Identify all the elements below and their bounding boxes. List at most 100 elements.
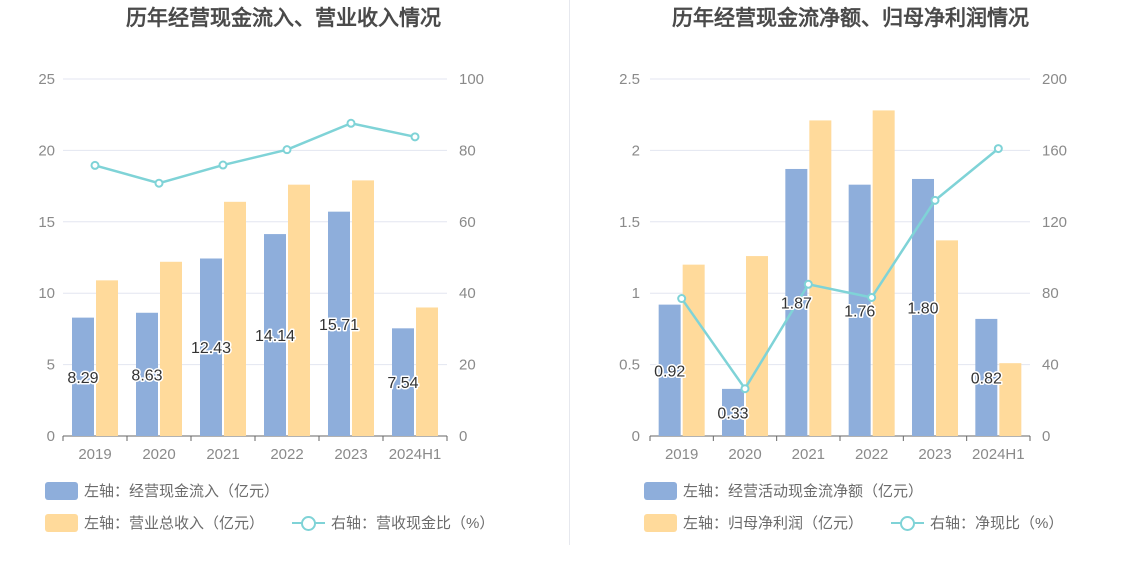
- y-left-tick-label: 2: [632, 142, 640, 159]
- legend-item-net-cash-ratio[interactable]: 右轴：净现比（%）: [891, 512, 1063, 533]
- y-right-tick-label: 200: [1042, 71, 1067, 88]
- y-left-tick-label: 1: [632, 285, 640, 302]
- x-tick-label: 2022: [270, 446, 303, 463]
- data-label: 0.92: [654, 363, 685, 380]
- data-label: 7.54: [387, 375, 418, 392]
- y-right-tick-label: 40: [1042, 357, 1059, 374]
- legend-label: 右轴：营收现金比（%）: [331, 515, 495, 532]
- bar-series-2: [160, 261, 182, 436]
- bar-series-2: [288, 184, 310, 436]
- legend-line-icon: [292, 514, 325, 532]
- data-label: 12.43: [191, 340, 231, 357]
- y-right-tick-label: 100: [459, 71, 484, 88]
- bar-series-2: [999, 363, 1022, 436]
- data-label: 15.71: [319, 317, 359, 334]
- legend-item-net-profit[interactable]: 左轴：归母净利润（亿元）: [644, 512, 863, 533]
- bar-series-2: [224, 201, 246, 436]
- chart-title: 历年经营现金流净额、归母净利润情况: [672, 7, 1029, 30]
- x-tick-label: 2021: [206, 446, 239, 463]
- x-tick-label: 2021: [792, 446, 825, 463]
- bar-series-1: [136, 312, 158, 436]
- bar-series-1: [722, 388, 744, 436]
- data-label: 14.14: [255, 328, 295, 345]
- bar-series-1: [328, 211, 350, 436]
- y-right-tick-label: 60: [459, 214, 476, 231]
- line-series: [94, 121, 416, 185]
- legend-swatch-blue: [644, 481, 677, 500]
- data-label: 0.82: [971, 370, 1002, 387]
- line-point: [803, 279, 813, 289]
- bar-series-2: [96, 280, 118, 436]
- data-label: 0.33: [717, 405, 748, 422]
- data-label: 1.80: [907, 300, 938, 317]
- line-point: [154, 178, 164, 188]
- legend-swatch-blue: [45, 481, 78, 500]
- y-right-tick-label: 80: [1042, 285, 1059, 302]
- y-left-tick-label: 1.5: [619, 214, 640, 231]
- chart-plot-area: 0 0.5 1 1.5 2 2.5 0 40 80 120 160 200 2019 2020 2021 20…: [619, 71, 1067, 463]
- bar-series-1: [200, 258, 222, 436]
- x-tick-label: 2019: [665, 446, 698, 463]
- x-tick-label: 2024H1: [389, 446, 442, 463]
- line-point: [740, 384, 750, 394]
- line-point: [677, 294, 687, 304]
- legend-swatch-orange: [45, 513, 78, 532]
- line-point: [90, 160, 100, 170]
- x-tick-label: 2024H1: [972, 446, 1025, 463]
- data-label: 1.87: [781, 295, 812, 312]
- bar-series-2: [352, 180, 374, 436]
- legend-item-cash-inflow[interactable]: 左轴：经营现金流入（亿元）: [45, 480, 279, 501]
- y-right-tick-label: 120: [1042, 214, 1067, 231]
- y-left-tick-label: 5: [47, 357, 55, 374]
- bar-series-1: [658, 304, 681, 436]
- bar-series-1: [392, 328, 414, 436]
- data-label: 1.76: [844, 303, 875, 320]
- panel-divider: [569, 0, 570, 545]
- legend-label: 左轴：经营活动现金流净额（亿元）: [683, 483, 924, 500]
- y-left-tick-label: 2.5: [619, 71, 640, 88]
- x-tick-label: 2022: [855, 446, 888, 463]
- y-right-tick-label: 80: [459, 142, 476, 159]
- legend-label: 右轴：净现比（%）: [930, 515, 1064, 532]
- legend-item-revenue[interactable]: 左轴：营业总收入（亿元）: [45, 512, 264, 533]
- bar-series-2: [936, 240, 958, 436]
- bar-series-2: [682, 264, 705, 436]
- line-point: [867, 292, 877, 302]
- line-point: [993, 144, 1003, 154]
- bar-series-1: [264, 234, 286, 436]
- bar-series-2: [809, 120, 832, 437]
- bar-series-1: [912, 178, 934, 436]
- y-left-tick-label: 20: [38, 142, 55, 159]
- y-right-tick-label: 40: [459, 285, 476, 302]
- x-tick-label: 2020: [142, 446, 175, 463]
- y-right-tick-label: 160: [1042, 142, 1067, 159]
- y-left-tick-label: 15: [38, 214, 55, 231]
- line-series: [680, 147, 1000, 391]
- chart-title: 历年经营现金流入、营业收入情况: [126, 7, 441, 30]
- legend-item-net-cashflow[interactable]: 左轴：经营活动现金流净额（亿元）: [644, 480, 923, 501]
- bar-series-2: [416, 307, 438, 436]
- chart-panel-cash-inflow: 历年经营现金流入、营业收入情况 0 5 10 15 20 25 0 20 40 60 80 100 20…: [38, 7, 494, 533]
- bar-series-1: [975, 318, 998, 436]
- line-point: [346, 118, 356, 128]
- line-point: [930, 195, 940, 205]
- chart-plot-area: 0 5 10 15 20 25 0 20 40 60 80 100 2019 2020 2021 2022 20…: [38, 71, 484, 463]
- y-right-tick-label: 20: [459, 357, 476, 374]
- x-tick-label: 2020: [728, 446, 761, 463]
- legend-item-ratio[interactable]: 右轴：营收现金比（%）: [292, 512, 494, 533]
- line-point: [218, 160, 228, 170]
- y-left-tick-label: 25: [38, 71, 55, 88]
- data-label: 8.29: [67, 370, 98, 387]
- legend-label: 左轴：营业总收入（亿元）: [84, 515, 265, 532]
- bar-series-2: [872, 110, 895, 436]
- data-label: 8.63: [131, 367, 162, 384]
- bar-series-1: [848, 184, 871, 436]
- y-left-tick-label: 10: [38, 285, 55, 302]
- legend-line-icon: [891, 514, 924, 532]
- x-tick-label: 2019: [78, 446, 111, 463]
- legend-label: 左轴：经营现金流入（亿元）: [84, 483, 280, 500]
- legend-swatch-orange: [644, 513, 677, 532]
- y-left-tick-label: 0: [632, 428, 640, 445]
- x-tick-label: 2023: [918, 446, 951, 463]
- line-point: [410, 132, 420, 142]
